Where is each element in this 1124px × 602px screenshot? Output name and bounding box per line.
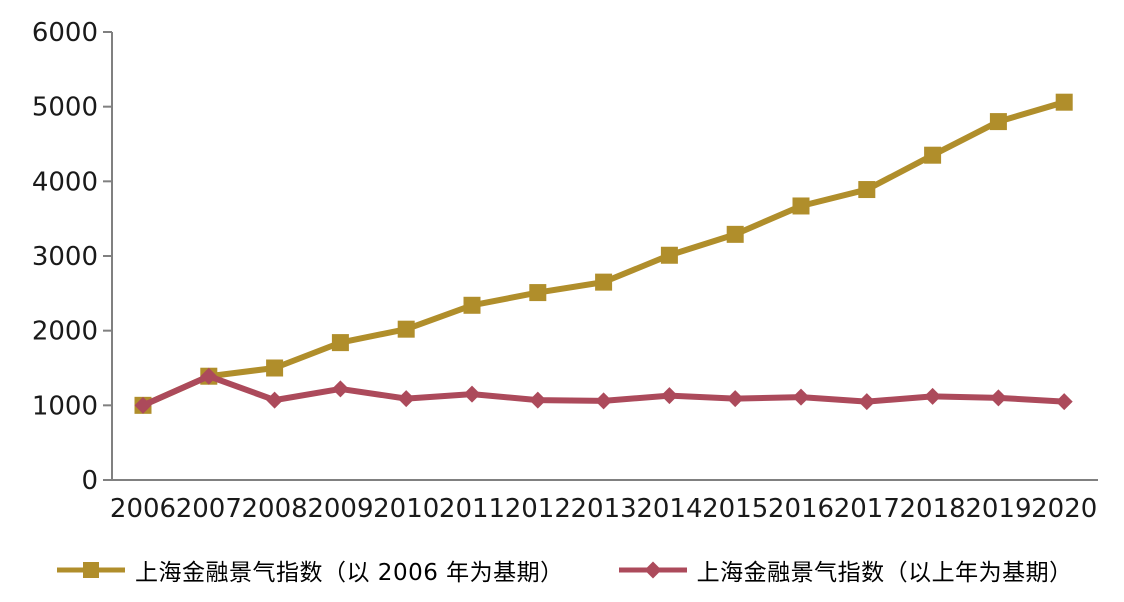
line-chart: 0 1000 2000 3000 4000 5000 6000 2006 2007 2008 200… [32,18,1098,524]
y-tick-label: 5000 [32,93,98,123]
data-point-diamond [792,388,810,406]
x-tick-label: 2014 [636,494,702,524]
x-tick-label: 2017 [834,494,900,524]
data-point-diamond [858,393,876,411]
data-point-square [726,225,744,243]
data-point-square [331,334,349,352]
x-tick-label: 2013 [571,494,637,524]
data-point-diamond [397,390,415,408]
data-point-diamond [529,391,547,409]
data-point-diamond [1055,393,1073,411]
x-tick-label: 2019 [965,494,1031,524]
x-tick-label: 2020 [1031,494,1097,524]
y-tick-label: 1000 [32,391,98,421]
data-point-diamond [463,385,481,403]
data-point-square [463,296,481,314]
legend-item-base-prev-year: 上海金融景气指数（以上年为基期） [618,553,1073,587]
x-tick-label: 2012 [505,494,571,524]
legend-label-base-prev-year: 上海金融景气指数（以上年为基期） [696,560,1073,586]
data-point-diamond [595,392,613,410]
data-point-diamond [134,396,152,414]
data-point-square [792,197,810,215]
chart-legend: 上海金融景气指数（以 2006 年为基期） 上海金融景气指数（以上年为基期） [0,553,1124,587]
data-point-diamond [660,387,678,405]
x-tick-label: 2015 [702,494,768,524]
data-point-square [529,284,547,302]
data-point-square [1055,93,1073,111]
y-tick-label: 4000 [32,167,98,197]
y-tick-label: 2000 [32,317,98,347]
data-point-square [989,113,1007,131]
legend-item-base-2006: 上海金融景气指数（以 2006 年为基期） [57,553,564,587]
y-tick-label: 3000 [32,242,98,272]
data-point-square [660,246,678,264]
data-point-square [595,273,613,291]
legend-square-marker-icon [57,562,125,578]
data-point-diamond [924,387,942,405]
data-point-square [397,320,415,338]
data-point-square [924,146,942,164]
y-tick-label: 0 [81,466,98,496]
x-tick-label: 2010 [373,494,439,524]
x-tick-label: 2011 [439,494,505,524]
x-tick-label: 2006 [110,494,176,524]
data-point-diamond [726,390,744,408]
legend-diamond-marker-icon [618,561,687,579]
data-point-square [266,359,284,377]
x-tick-label: 2007 [176,494,242,524]
x-tick-label: 2016 [768,494,834,524]
x-tick-label: 2018 [900,494,966,524]
x-tick-label: 2009 [307,494,373,524]
data-point-diamond [989,389,1007,407]
y-tick-label: 6000 [32,18,98,48]
data-point-square [858,181,876,199]
data-point-diamond [331,380,349,398]
data-point-diamond [266,391,284,409]
legend-label-base-2006: 上海金融景气指数（以 2006 年为基期） [135,560,564,586]
x-tick-label: 2008 [242,494,308,524]
data-point-diamond [200,367,218,385]
